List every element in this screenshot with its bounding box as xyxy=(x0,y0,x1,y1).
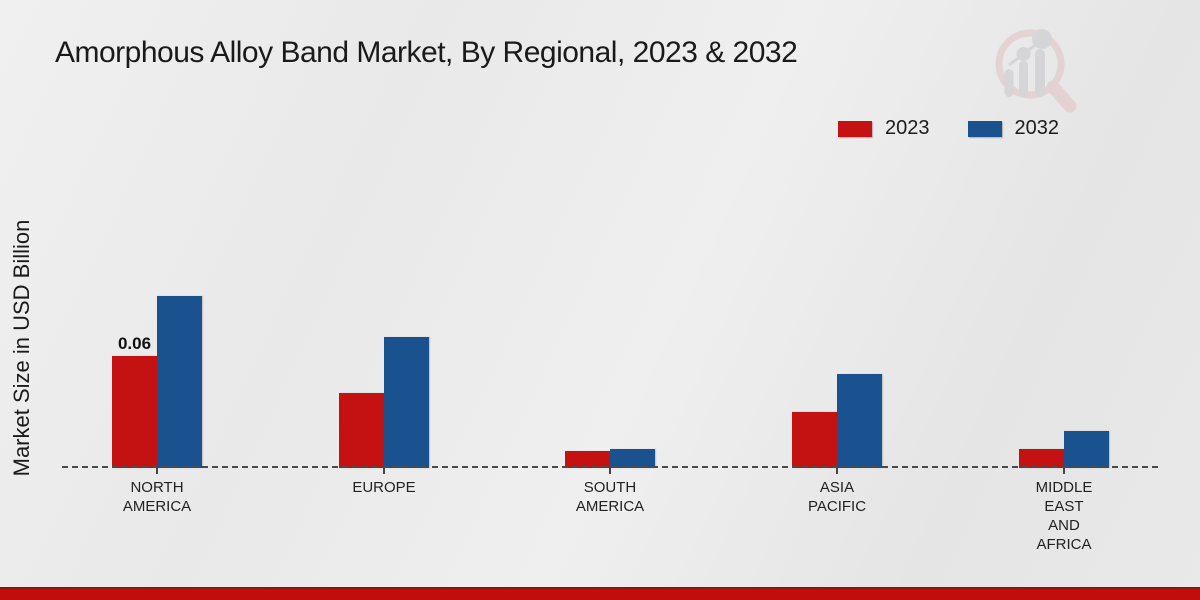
mini-bar-icon xyxy=(1019,61,1028,97)
bar-2023-cat3 xyxy=(792,412,837,468)
x-axis-tick xyxy=(836,468,838,474)
x-axis-category-label: ASIA PACIFIC xyxy=(807,479,867,516)
bar-2032-cat4 xyxy=(1064,431,1109,468)
watermark-logo xyxy=(995,29,1077,113)
x-axis-category-label: EUROPE xyxy=(352,479,416,496)
legend-item-2023: 2023 xyxy=(838,117,930,140)
x-axis-category-label: NORTH AMERICA xyxy=(122,479,192,516)
bar-2023-cat2 xyxy=(565,451,610,468)
legend-swatch-2032 xyxy=(967,120,1002,137)
x-axis-tick xyxy=(609,468,611,474)
bar-2032-cat2 xyxy=(610,449,655,468)
x-axis-category-label: MIDDLE EAST AND AFRICA xyxy=(1035,479,1093,554)
legend-swatch-2023 xyxy=(838,120,872,137)
footer-accent-bar xyxy=(0,587,1200,600)
chart-title: Amorphous Alloy Band Market, By Regional… xyxy=(55,36,798,69)
bar-2023-cat4 xyxy=(1019,449,1064,468)
trend-dot-icon xyxy=(1032,29,1052,49)
trend-dot-icon xyxy=(1016,47,1031,61)
x-axis-baseline xyxy=(62,466,1158,468)
legend-label-2032: 2032 xyxy=(1014,117,1060,139)
bar-2023-cat1 xyxy=(339,393,384,468)
x-axis-tick xyxy=(383,468,385,474)
x-axis-tick xyxy=(1063,468,1065,474)
mini-bar-icon xyxy=(1035,49,1045,97)
legend-label-2023: 2023 xyxy=(885,117,930,139)
bar-2032-cat3 xyxy=(837,374,882,468)
x-axis-category-label: SOUTH AMERICA xyxy=(575,479,645,516)
bar-2032-cat1 xyxy=(384,337,429,468)
magnifier-ring-icon xyxy=(995,29,1065,99)
legend: 2023 2032 xyxy=(838,117,1059,140)
magnifier-handle-icon xyxy=(1046,80,1077,113)
bar-2023-cat0 xyxy=(112,356,157,468)
legend-item-2032: 2032 xyxy=(967,117,1060,140)
bar-2032-cat0 xyxy=(157,296,202,468)
mini-bar-icon xyxy=(1004,69,1014,97)
bar-value-label: 0.06 xyxy=(117,334,152,353)
x-axis-tick xyxy=(156,468,158,474)
